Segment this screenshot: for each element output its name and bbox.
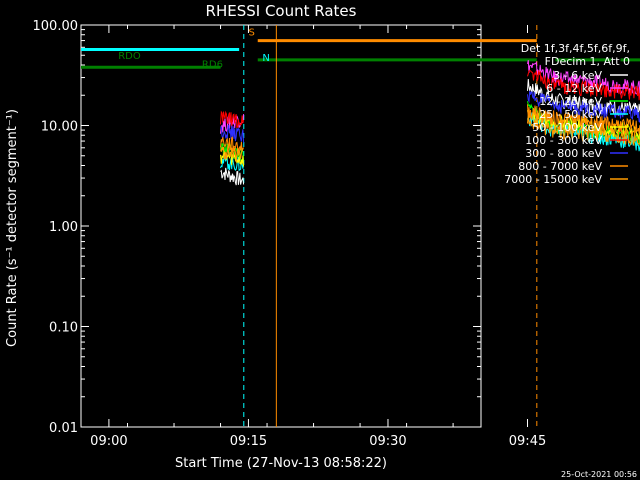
- series-line-segment: [220, 146, 244, 163]
- y-tick-label: 100.00: [33, 19, 79, 34]
- legend-label: 3 - 6 keV: [553, 69, 602, 82]
- series-line-segment: [220, 110, 245, 129]
- lines-layer: [81, 25, 640, 427]
- series-line-segment: [527, 104, 640, 134]
- series-line-segment: [527, 70, 640, 101]
- y-axis-label: Count Rate (s⁻¹ detector segment⁻¹): [5, 109, 20, 347]
- legend-label: 25 - 50 keV: [539, 108, 602, 121]
- series-line-segment: [527, 115, 640, 147]
- legend-header-line-1: Det 1f,3f,4f,5f,6f,9f,: [521, 42, 630, 55]
- x-axis-label: Start Time (27-Nov-13 08:58:22): [175, 456, 387, 471]
- annotation-layer: RDO RD6 S N: [118, 28, 270, 71]
- legend-label: 50 - 100 keV: [532, 121, 602, 134]
- annotation-label: S: [248, 28, 254, 39]
- y-tick-label: 0.10: [49, 321, 78, 336]
- footer-timestamp: 25-Oct-2021 00:56: [561, 470, 637, 479]
- legend: Det 1f,3f,4f,5f,6f,9f, FDecim 1, Att 0 3…: [504, 42, 630, 186]
- chart-title: RHESSI Count Rates: [206, 2, 357, 20]
- series-line-segment: [220, 136, 244, 152]
- legend-label: 800 - 7000 keV: [518, 160, 602, 173]
- legend-label: 7000 - 15000 keV: [504, 173, 602, 186]
- series-line-segment: [527, 60, 640, 95]
- series-line-segment: [527, 90, 640, 123]
- x-tick-label: 09:00: [90, 434, 127, 449]
- y-tick-label: 0.01: [49, 421, 78, 436]
- annotation-label: RD6: [202, 60, 223, 71]
- y-tick-label: 10.00: [41, 120, 78, 135]
- series-line-segment: [220, 167, 245, 186]
- x-tick-label: 09:45: [509, 434, 546, 449]
- legend-label: 300 - 800 keV: [525, 147, 602, 160]
- x-tick-label: 09:15: [230, 434, 267, 449]
- plot-frame: [80, 24, 482, 428]
- series-line-segment: [527, 78, 640, 118]
- legend-label: 12 - 25 keV: [539, 95, 602, 108]
- legend-label: 6 - 12 keV: [546, 82, 602, 95]
- series-layer: [220, 60, 640, 186]
- series-line-segment: [220, 150, 245, 167]
- x-tick-label: 09:30: [369, 434, 406, 449]
- annotation-label: RDO: [118, 51, 141, 62]
- legend-label: 100 - 300 keV: [525, 134, 602, 147]
- y-tick-label: 1.00: [49, 220, 78, 235]
- annotation-label: N: [262, 53, 269, 64]
- series-line-segment: [220, 124, 245, 143]
- legend-header-line-2: FDecim 1, Att 0: [545, 55, 630, 68]
- tick-layer: 0.01 0.10 1.00 10.00 100.00 09:00 09:15 09:30 09…: [33, 19, 547, 449]
